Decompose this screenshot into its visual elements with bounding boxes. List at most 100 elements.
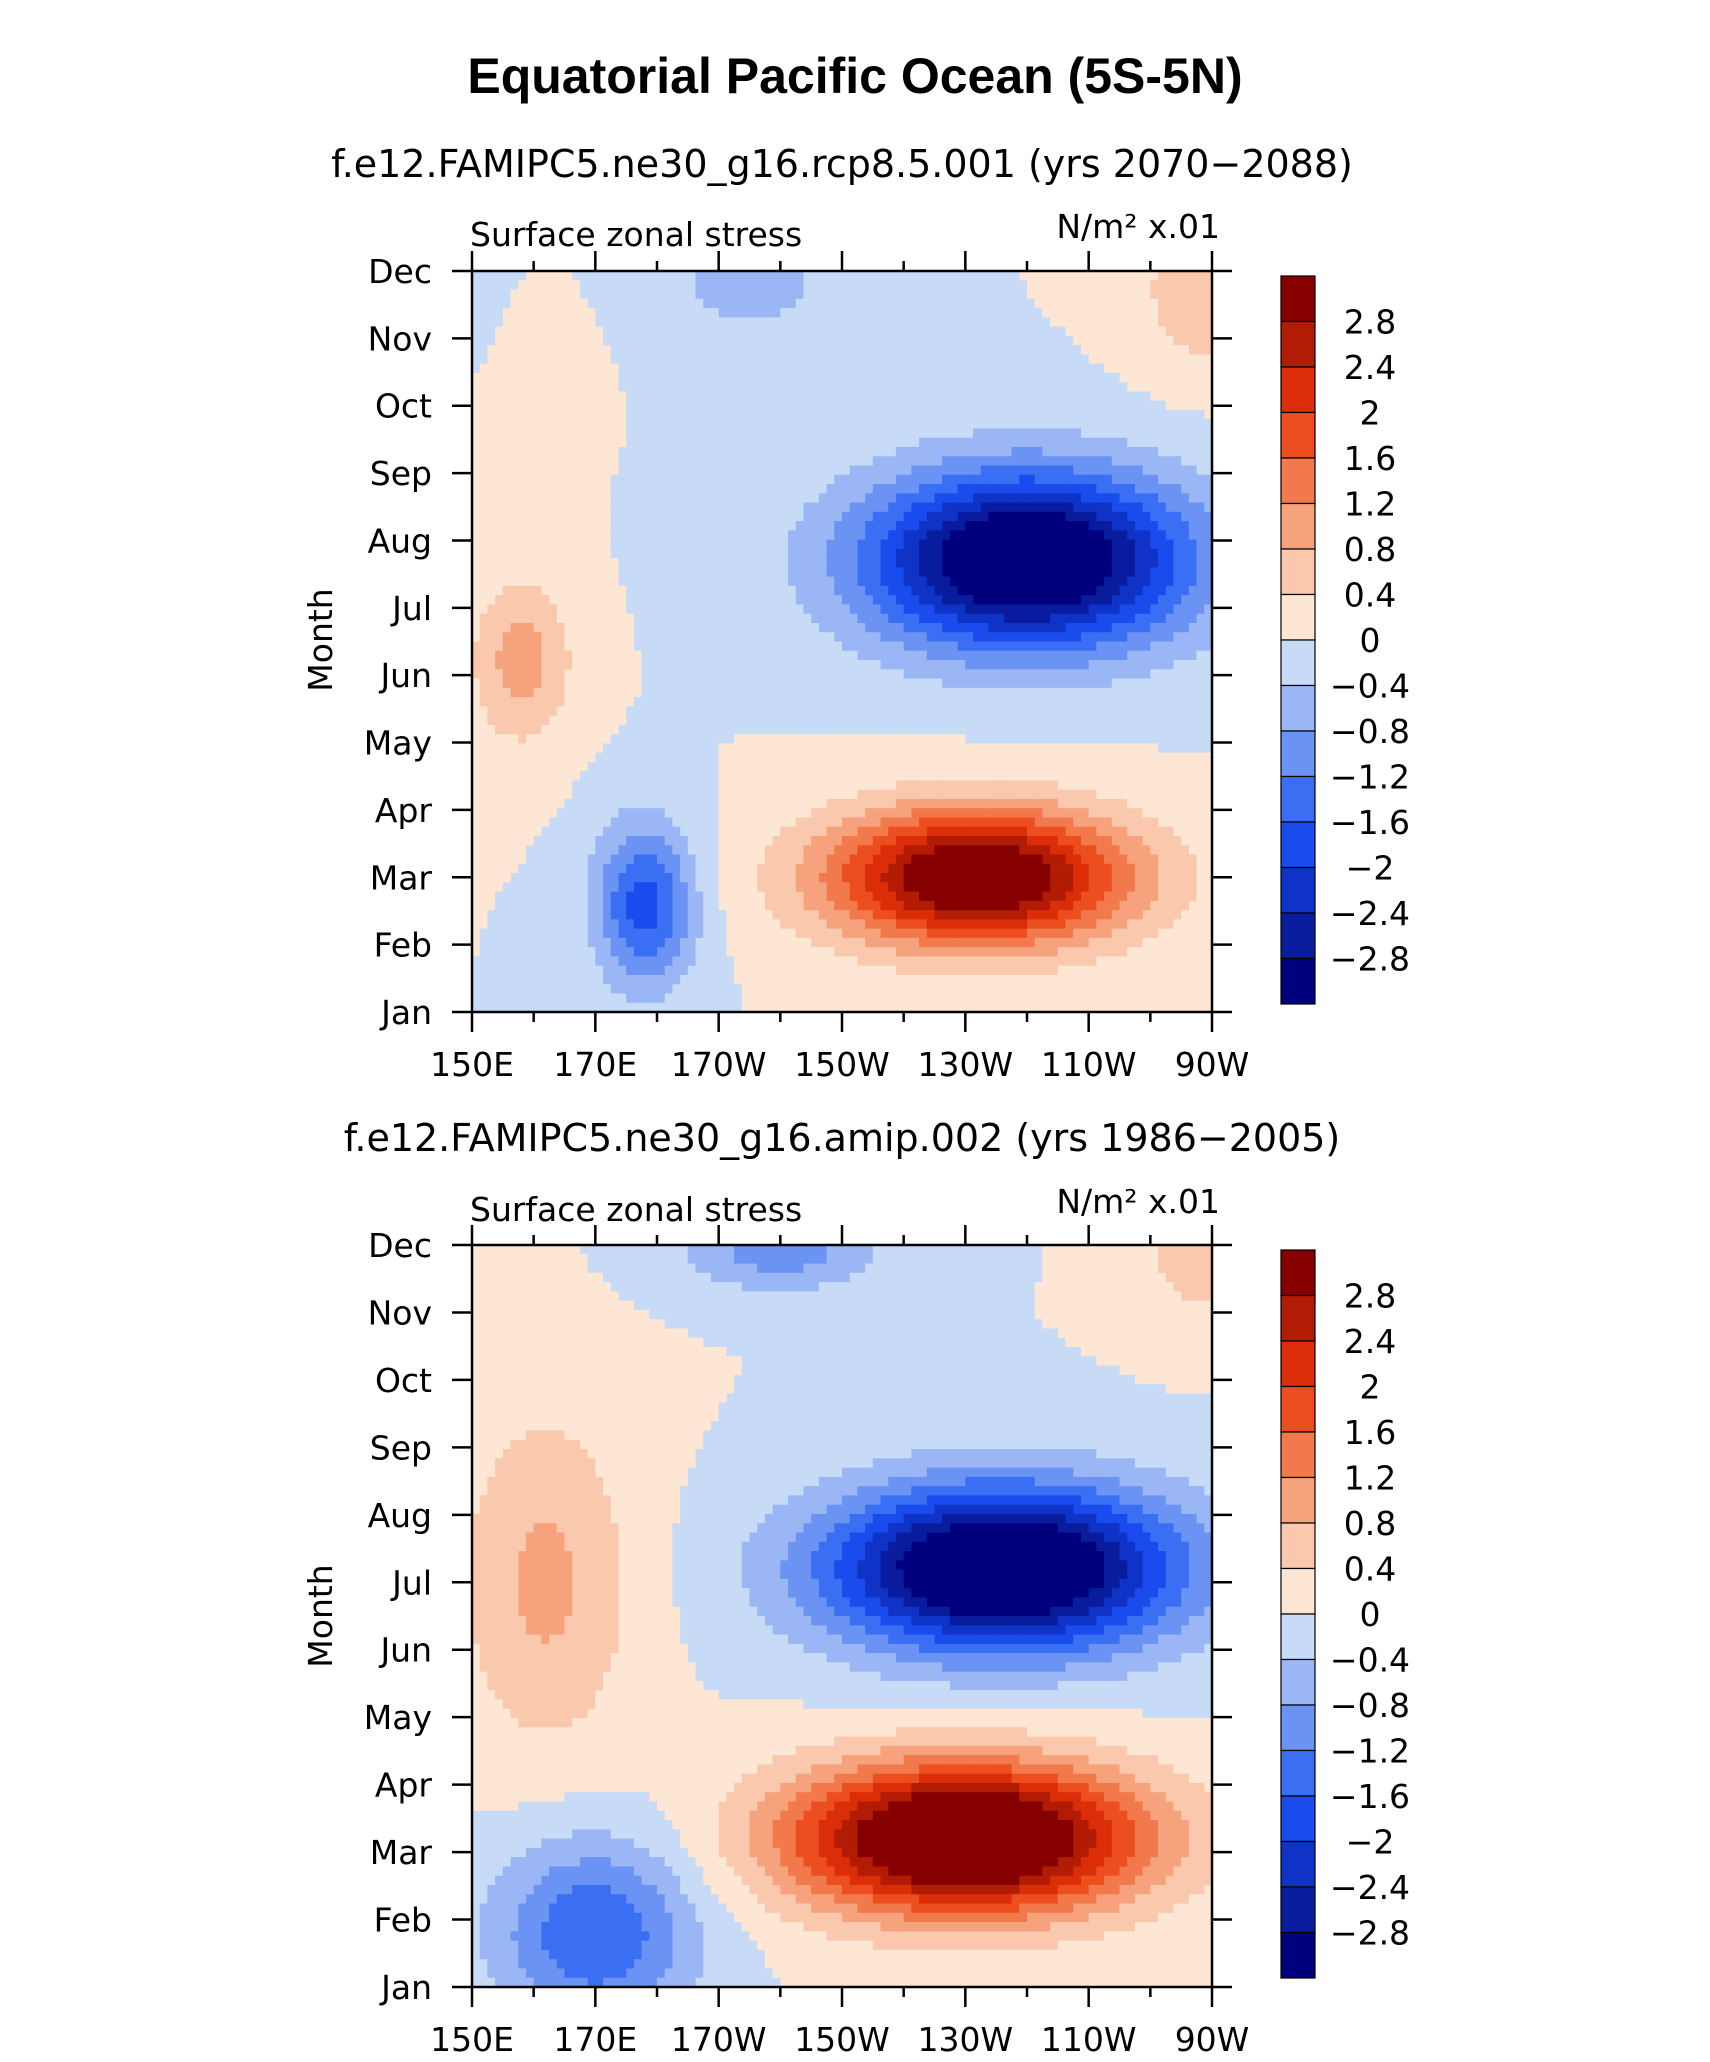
colorbar-label: 2.8 — [1344, 303, 1396, 342]
x-tick-label: 110W — [1041, 2020, 1137, 2059]
x-tick-label: 170W — [671, 1045, 767, 1084]
colorbar-label: −1.6 — [1330, 1777, 1410, 1816]
colorbar-label: 1.2 — [1344, 1459, 1396, 1498]
colorbar-label: 0 — [1360, 1595, 1381, 1634]
panel-1-colorbar: 2.8 2.4 2 1.6 1.2 0.8 0.4 0 −0.4 −0.8 −1.2 −1.6 −2 −2… — [1280, 275, 1410, 1005]
colorbar-box — [1280, 1340, 1316, 1388]
colorbar-box — [1280, 912, 1316, 960]
y-tick-label: Oct — [375, 387, 432, 426]
colorbar-box — [1280, 1613, 1316, 1661]
y-tick-label: Jul — [390, 1563, 432, 1602]
y-tick-label: Mar — [370, 858, 433, 897]
x-tick-label: 150E — [430, 1045, 514, 1084]
colorbar-label: −0.8 — [1330, 1686, 1410, 1725]
colorbar-label: −2 — [1346, 1823, 1395, 1862]
colorbar-box — [1280, 1249, 1316, 1297]
panel-1-title: f.e12.FAMIPC5.ne30_g16.rcp8.5.001 (yrs 2… — [331, 142, 1353, 186]
colorbar-label: 1.2 — [1344, 485, 1396, 524]
panel-1-left-string: Surface zonal stress — [470, 215, 802, 254]
x-tick-label: 170E — [553, 1045, 637, 1084]
colorbar-label: −2.4 — [1330, 1868, 1410, 1907]
y-tick-label: Jun — [378, 1631, 432, 1670]
colorbar-label: −2 — [1346, 849, 1395, 888]
colorbar-label: −2.4 — [1330, 894, 1410, 933]
panel-2-axes: 150E 170E 170W 150W 130W 110W 90W Jan Feb Mar Apr M… — [364, 1225, 1250, 2059]
colorbar-label: 0.8 — [1344, 530, 1396, 569]
colorbar-box — [1280, 1658, 1316, 1706]
y-tick-label: Mar — [370, 1833, 433, 1872]
colorbar-box — [1280, 866, 1316, 914]
panel-2-left-string: Surface zonal stress — [470, 1190, 802, 1229]
colorbar-box — [1280, 775, 1316, 823]
panel-1-ylabel: Month — [301, 588, 340, 691]
colorbar-box — [1280, 1476, 1316, 1524]
panel-2-colorbar: 2.8 2.4 2 1.6 1.2 0.8 0.4 0 −0.4 −0.8 −1.2 −1.6 −2 −2… — [1280, 1249, 1410, 1979]
y-tick-label: Nov — [368, 319, 432, 358]
panel-1-right-string: N/m² x.01 — [1056, 207, 1220, 246]
colorbar-label: 0 — [1360, 621, 1381, 660]
x-tick-label: 150E — [430, 2020, 514, 2059]
colorbar-label: 0.4 — [1344, 576, 1396, 615]
colorbar-label: −0.4 — [1330, 1641, 1410, 1680]
panel-2-ylabel: Month — [301, 1564, 340, 1667]
colorbar-label: −2.8 — [1330, 940, 1410, 979]
x-tick-label: 150W — [794, 1045, 890, 1084]
colorbar-box — [1280, 502, 1316, 550]
y-tick-label: Nov — [368, 1293, 432, 1332]
x-tick-label: 130W — [918, 1045, 1014, 1084]
y-tick-label: Sep — [370, 454, 432, 493]
panel-1: f.e12.FAMIPC5.ne30_g16.rcp8.5.001 (yrs 2… — [301, 142, 1410, 1084]
y-tick-label: May — [364, 1698, 432, 1737]
y-tick-label: Aug — [368, 521, 432, 560]
x-tick-label: 90W — [1175, 2020, 1250, 2059]
x-tick-label: 110W — [1041, 1045, 1137, 1084]
colorbar-box — [1280, 366, 1316, 414]
x-tick-label: 130W — [918, 2020, 1014, 2059]
y-tick-label: Apr — [375, 1766, 433, 1805]
panel-2: f.e12.FAMIPC5.ne30_g16.amip.002 (yrs 198… — [301, 1116, 1410, 2059]
panel-1-contour-field — [472, 271, 1213, 1013]
colorbar-box — [1280, 320, 1316, 368]
colorbar-box — [1280, 1886, 1316, 1934]
colorbar-box — [1280, 1385, 1316, 1433]
y-tick-label: Feb — [374, 1901, 432, 1940]
colorbar-box — [1280, 1931, 1316, 1979]
panel-2-title: f.e12.FAMIPC5.ne30_g16.amip.002 (yrs 198… — [344, 1116, 1341, 1160]
panel-2-contour-field — [472, 1245, 1213, 1988]
colorbar-box — [1280, 730, 1316, 778]
colorbar-box — [1280, 639, 1316, 687]
panel-1-axes: 150E 170E 170W 150W 130W 110W 90W Jan Feb Mar Apr M… — [364, 251, 1249, 1084]
colorbar-label: 2 — [1360, 394, 1381, 433]
figure-title: Equatorial Pacific Ocean (5S-5N) — [467, 48, 1242, 104]
colorbar-box — [1280, 1567, 1316, 1615]
colorbar-label: 2 — [1360, 1368, 1381, 1407]
colorbar-box — [1280, 593, 1316, 641]
colorbar-label: 0.8 — [1344, 1504, 1396, 1543]
x-tick-label: 170E — [553, 2020, 637, 2059]
colorbar-label: −2.8 — [1330, 1914, 1410, 1953]
colorbar-box — [1280, 457, 1316, 505]
y-tick-label: Sep — [370, 1428, 432, 1467]
colorbar-label: 2.4 — [1344, 348, 1396, 387]
colorbar-box — [1280, 684, 1316, 732]
colorbar-box — [1280, 1704, 1316, 1752]
colorbar-box — [1280, 1431, 1316, 1479]
colorbar-label: −1.2 — [1330, 758, 1410, 797]
x-tick-label: 170W — [671, 2020, 767, 2059]
y-tick-label: Dec — [368, 252, 432, 291]
colorbar-label: 2.8 — [1344, 1277, 1396, 1316]
colorbar-label: −0.4 — [1330, 667, 1410, 706]
y-tick-label: May — [364, 724, 432, 763]
colorbar-label: −1.2 — [1330, 1732, 1410, 1771]
y-tick-label: Jan — [379, 1968, 432, 2007]
colorbar-label: −0.8 — [1330, 712, 1410, 751]
colorbar-label: 1.6 — [1344, 439, 1396, 478]
colorbar-box — [1280, 821, 1316, 869]
colorbar-label: 1.6 — [1344, 1413, 1396, 1452]
colorbar-box — [1280, 411, 1316, 459]
y-tick-label: Jul — [390, 589, 432, 628]
colorbar-box — [1280, 1749, 1316, 1797]
y-tick-label: Feb — [374, 926, 432, 965]
colorbar-label: −1.6 — [1330, 803, 1410, 842]
